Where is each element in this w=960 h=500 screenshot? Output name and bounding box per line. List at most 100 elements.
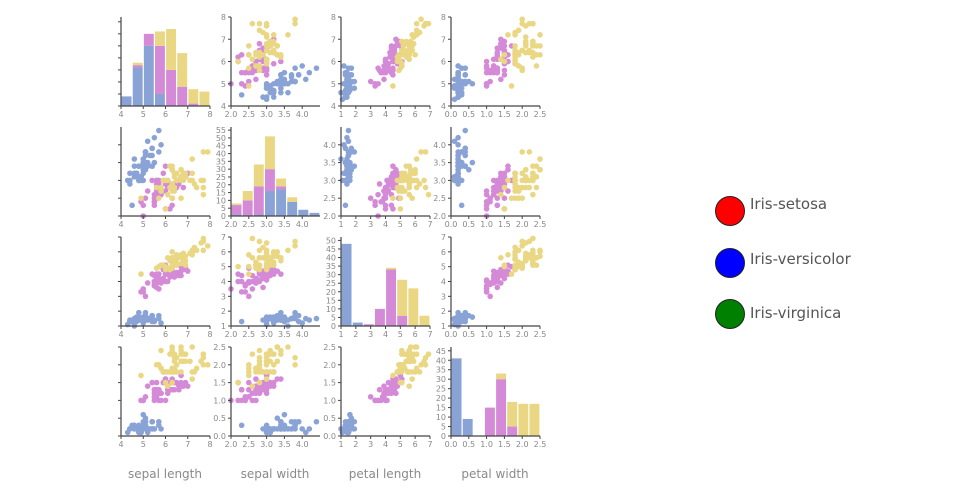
point-iris-virginica-40[interactable] (267, 358, 273, 365)
point-iris-versicolor-32[interactable] (378, 198, 384, 205)
point-iris-setosa-16[interactable] (345, 127, 352, 134)
point-iris-virginica-50[interactable] (263, 369, 270, 375)
point-iris-virginica-18[interactable] (292, 238, 298, 245)
point-iris-setosa-16[interactable] (313, 315, 320, 322)
point-iris-virginica-32[interactable] (519, 243, 525, 249)
point-iris-setosa-45[interactable] (292, 418, 298, 425)
point-iris-setosa-42[interactable] (238, 318, 245, 325)
point-iris-virginica-48[interactable] (400, 362, 407, 368)
point-iris-virginica-32[interactable] (519, 149, 525, 155)
histogram-bar-iris-virginica-sepal-width-bin-3[interactable] (253, 164, 264, 187)
point-iris-virginica-44[interactable] (530, 250, 536, 257)
point-iris-setosa-41[interactable] (281, 422, 288, 429)
point-iris-virginica-10[interactable] (537, 32, 543, 38)
histogram-bar-iris-virginica-petal-width-bin-6[interactable] (507, 401, 518, 427)
point-iris-versicolor-13[interactable] (382, 206, 389, 212)
point-iris-virginica-43[interactable] (515, 188, 522, 194)
point-iris-virginica-47[interactable] (246, 263, 252, 270)
point-iris-versicolor-15[interactable] (376, 181, 383, 187)
point-iris-setosa-46[interactable] (263, 317, 270, 323)
point-iris-virginica-33[interactable] (256, 254, 263, 261)
point-iris-setosa-42[interactable] (238, 422, 245, 429)
point-iris-virginica-35[interactable] (406, 191, 413, 198)
point-iris-virginica-40[interactable] (182, 358, 189, 365)
histogram-bar-iris-setosa-petal-width-bin-1[interactable] (451, 358, 462, 436)
point-iris-setosa-50[interactable] (455, 80, 461, 87)
point-iris-virginica-49[interactable] (403, 351, 410, 357)
histogram-bar-iris-setosa-petal-width-bin-2[interactable] (462, 418, 473, 436)
point-iris-versicolor-32[interactable] (483, 69, 490, 76)
point-iris-setosa-25[interactable] (351, 426, 358, 432)
point-iris-versicolor-38[interactable] (169, 202, 175, 209)
point-iris-virginica-43[interactable] (399, 188, 405, 194)
point-iris-setosa-48[interactable] (131, 426, 138, 432)
point-iris-virginica-23[interactable] (256, 238, 263, 245)
point-iris-versicolor-36[interactable] (278, 271, 284, 277)
histogram-bar-iris-versicolor-petal-length-bin-4[interactable] (374, 308, 385, 326)
histogram-bar-iris-versicolor-sepal-width-bin-1[interactable] (231, 205, 242, 215)
point-iris-versicolor-44[interactable] (483, 289, 490, 295)
point-iris-versicolor-50[interactable] (384, 184, 390, 191)
histogram-bar-iris-virginica-petal-length-bin-6[interactable] (397, 279, 408, 316)
point-iris-setosa-44[interactable] (469, 314, 476, 320)
point-iris-versicolor-49[interactable] (367, 394, 374, 400)
point-iris-virginica-50[interactable] (160, 262, 167, 268)
point-iris-virginica-43[interactable] (253, 365, 259, 372)
point-iris-versicolor-49[interactable] (246, 293, 252, 300)
point-iris-setosa-42[interactable] (238, 92, 245, 98)
point-iris-versicolor-30[interactable] (483, 65, 490, 71)
point-iris-virginica-36[interactable] (413, 177, 420, 184)
histogram-bar-iris-setosa-sepal-length-bin-1[interactable] (121, 96, 132, 106)
point-iris-virginica-10[interactable] (285, 344, 291, 350)
point-iris-virginica-47[interactable] (169, 263, 175, 270)
point-iris-setosa-50[interactable] (140, 166, 147, 173)
point-iris-versicolor-37[interactable] (178, 268, 184, 274)
point-iris-virginica-45[interactable] (537, 166, 543, 173)
point-iris-versicolor-40[interactable] (494, 195, 501, 201)
histogram-bar-iris-virginica-sepal-width-bin-1[interactable] (231, 203, 242, 206)
histogram-bar-iris-versicolor-sepal-width-bin-2[interactable] (242, 200, 253, 216)
point-iris-virginica-49[interactable] (278, 257, 284, 264)
point-iris-virginica-36[interactable] (263, 247, 270, 254)
point-iris-setosa-50[interactable] (344, 426, 350, 432)
point-iris-virginica-30[interactable] (505, 177, 511, 184)
point-iris-versicolor-50[interactable] (256, 277, 263, 283)
point-iris-virginica-23[interactable] (422, 362, 429, 368)
point-iris-virginica-32[interactable] (292, 362, 298, 368)
histogram-bar-iris-virginica-sepal-length-bin-4[interactable] (154, 31, 165, 46)
histogram-bar-iris-setosa-sepal-length-bin-3[interactable] (143, 45, 154, 106)
point-iris-virginica-19[interactable] (249, 20, 256, 27)
point-iris-virginica-26[interactable] (189, 170, 195, 177)
point-iris-versicolor-15[interactable] (494, 284, 501, 291)
point-iris-versicolor-32[interactable] (378, 397, 384, 404)
point-iris-virginica-15[interactable] (533, 184, 540, 191)
point-iris-virginica-23[interactable] (422, 20, 429, 27)
histogram-bar-iris-versicolor-petal-length-bin-6[interactable] (397, 315, 408, 326)
point-iris-virginica-19[interactable] (249, 351, 256, 357)
point-iris-virginica-36[interactable] (200, 177, 207, 184)
point-iris-virginica-30[interactable] (263, 376, 270, 382)
point-iris-versicolor-37[interactable] (501, 43, 508, 49)
point-iris-setosa-49[interactable] (345, 152, 352, 159)
point-iris-versicolor-30[interactable] (249, 286, 256, 292)
point-iris-setosa-46[interactable] (136, 422, 142, 429)
point-iris-virginica-19[interactable] (425, 351, 432, 357)
point-iris-setosa-42[interactable] (129, 202, 135, 209)
point-iris-versicolor-32[interactable] (151, 397, 158, 404)
point-iris-setosa-44[interactable] (469, 80, 476, 87)
point-iris-virginica-31[interactable] (193, 365, 200, 372)
point-iris-setosa-50[interactable] (344, 80, 350, 87)
point-iris-virginica-26[interactable] (270, 32, 277, 38)
point-iris-virginica-20[interactable] (501, 206, 508, 212)
point-iris-virginica-45[interactable] (407, 344, 414, 350)
point-iris-setosa-43[interactable] (127, 426, 133, 432)
histogram-bar-iris-virginica-sepal-width-bin-5[interactable] (276, 178, 287, 187)
point-iris-versicolor-10[interactable] (144, 188, 151, 194)
histogram-bar-iris-virginica-sepal-length-bin-5[interactable] (166, 29, 177, 70)
point-iris-virginica-34[interactable] (501, 184, 508, 191)
point-iris-virginica-50[interactable] (160, 369, 167, 375)
histogram-bar-iris-versicolor-petal-width-bin-6[interactable] (507, 426, 518, 436)
point-iris-versicolor-22[interactable] (382, 56, 389, 63)
point-iris-virginica-49[interactable] (278, 351, 284, 357)
point-iris-versicolor-10[interactable] (144, 280, 151, 286)
